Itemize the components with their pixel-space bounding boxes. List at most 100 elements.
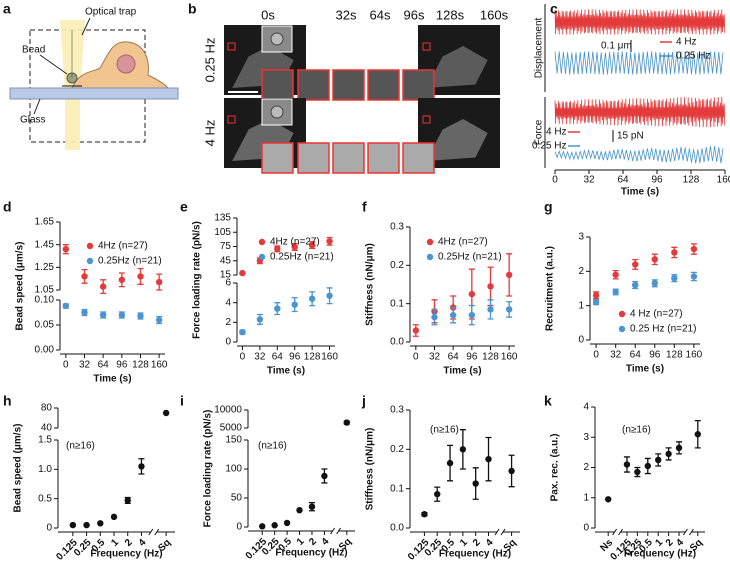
trace: [554, 9, 726, 35]
panel-label: e: [180, 199, 188, 215]
point: [505, 271, 513, 279]
point: [485, 455, 492, 463]
point: [468, 290, 476, 298]
point: [274, 305, 281, 312]
point: [81, 309, 88, 316]
y-tick-label: 0.1: [390, 483, 404, 494]
x-tick-label: 96: [651, 175, 663, 186]
point: [505, 306, 513, 313]
x-tick-label: 160: [321, 352, 338, 363]
y-tick-label: 40: [41, 423, 53, 434]
point: [623, 461, 631, 468]
point: [69, 521, 77, 529]
trace-label: Displacement: [534, 17, 545, 78]
x-tick-label: 128: [132, 360, 149, 371]
point: [97, 520, 104, 527]
y-tick-label: 50: [231, 493, 243, 504]
point: [124, 497, 131, 504]
x-tick-label: 128: [683, 175, 700, 186]
y-axis-label: Force loading rate (pN/s): [192, 221, 203, 339]
y-tick-label: 75: [220, 241, 232, 252]
time-label: 96s: [404, 7, 425, 22]
x-tick-label: 160: [686, 350, 703, 361]
legend-marker: [618, 310, 626, 318]
point: [459, 446, 467, 453]
leader: [39, 54, 68, 75]
label: Glass: [20, 115, 46, 126]
point: [446, 459, 454, 467]
x-tick-label: 96: [466, 352, 478, 363]
point: [671, 249, 678, 256]
y-tick-label: 2: [225, 317, 231, 328]
y-tick-label: 0.10: [35, 295, 55, 306]
x-tick-label: 2: [123, 537, 135, 549]
x-tick-label: 2: [307, 536, 319, 548]
point: [487, 283, 494, 290]
time-label: 160s: [480, 7, 509, 22]
axis-break: [614, 529, 621, 535]
legend-label: 0.25Hz (n=21): [438, 252, 502, 263]
point: [308, 241, 316, 249]
point: [291, 301, 298, 308]
inset: [402, 69, 435, 101]
annotation: (n≥16): [66, 441, 95, 452]
label: Optical trap: [85, 7, 137, 18]
x-tick-label: 4: [137, 537, 149, 549]
y-tick-label: 45: [220, 255, 232, 266]
x-tick-label: 64: [98, 360, 110, 371]
inset: [367, 69, 400, 101]
legend-marker: [86, 242, 94, 250]
y-tick-label: 0.2: [390, 444, 404, 455]
row-label: 4 Hz: [202, 120, 217, 147]
point: [634, 468, 641, 476]
point: [612, 288, 619, 296]
y-tick-label: 0.1: [390, 298, 404, 309]
annotation: (n≥16): [258, 441, 287, 452]
point: [690, 245, 698, 253]
inset: [261, 69, 294, 101]
axis-break: [150, 529, 157, 535]
y-tick-label: 0.3: [390, 405, 404, 416]
point: [487, 306, 494, 313]
y-tick-label: 0.0: [390, 337, 404, 348]
point: [612, 271, 619, 278]
point: [283, 519, 291, 527]
point: [651, 256, 658, 263]
x-axis-label: Frequency (Hz): [624, 549, 696, 560]
x-tick-label: 96: [116, 360, 128, 371]
x-tick-label: 1: [458, 537, 470, 549]
time-label: 0s: [261, 7, 275, 22]
point: [632, 281, 639, 289]
y-tick-label: 80: [41, 403, 53, 414]
break-mark: [330, 527, 342, 535]
legend-label: 0.25Hz (n=21): [270, 252, 334, 263]
y-axis-label: Stiffness (nN/μm): [365, 428, 376, 511]
inset: [332, 142, 365, 174]
inset: [297, 69, 330, 101]
point: [308, 295, 316, 302]
point: [412, 327, 420, 334]
y-tick-label: 2: [578, 266, 584, 277]
point: [99, 283, 107, 290]
y-tick-label: 5000: [220, 423, 243, 434]
break-mark: [683, 528, 694, 536]
x-axis-label: Time (s): [621, 187, 659, 198]
x-axis-label: Frequency (Hz): [90, 549, 162, 560]
y-axis-label: Stiffness (nN/μm): [365, 243, 376, 326]
y-tick-label: 0.0: [390, 523, 404, 534]
y-tick-label: 0.2: [390, 260, 404, 271]
point: [449, 311, 457, 319]
y-tick-label: 0: [583, 523, 589, 534]
inset: [297, 142, 330, 174]
point: [155, 278, 163, 286]
x-tick-label: 32: [583, 175, 595, 186]
y-tick-label: 100: [225, 464, 242, 475]
y-tick-label: 0.3: [390, 222, 404, 233]
x-tick-label: 128: [482, 352, 499, 363]
x-tick-label: 0: [240, 352, 246, 363]
bead-inset: [270, 105, 284, 119]
legend-label: 0.25 Hz (n=21): [630, 324, 696, 335]
point: [291, 243, 298, 251]
cell-image: [426, 46, 488, 88]
